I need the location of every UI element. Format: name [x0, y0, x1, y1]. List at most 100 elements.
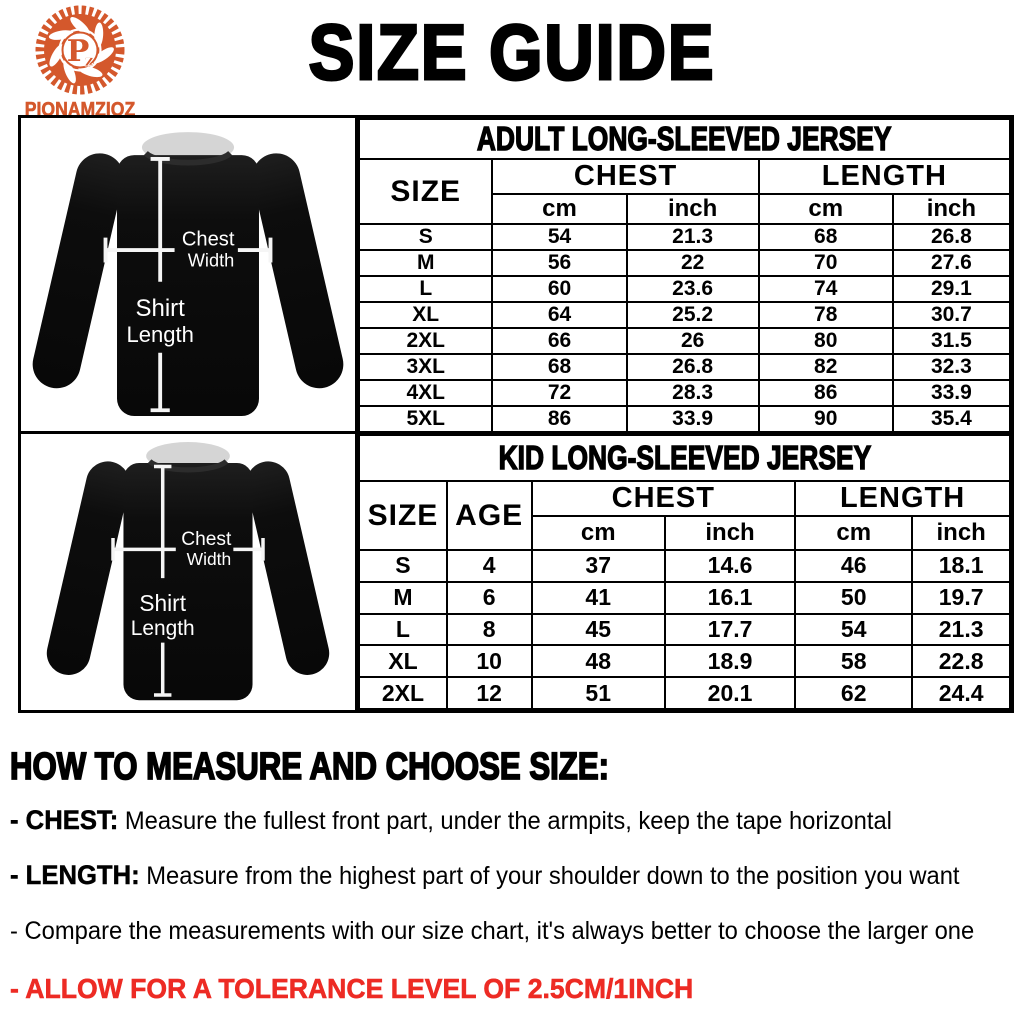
table-cell: 37 [530, 549, 666, 583]
table-row: 4XL 72 28.3 86 33.9 [358, 379, 1011, 407]
left-sleeve [46, 461, 130, 675]
table-cell: 4 [445, 549, 533, 583]
table-cell: M [358, 249, 494, 277]
table-cell: 25.2 [625, 301, 760, 329]
table-cell: 62 [794, 676, 914, 710]
table-cell: 28.3 [625, 379, 760, 407]
unit-header-inch: inch [625, 193, 760, 225]
kid-table-title: KID LONG-SLEEVED JERSEY [358, 434, 1011, 482]
table-cell: 86 [491, 405, 628, 431]
table-row: XL 64 25.2 78 30.7 [358, 301, 1011, 329]
kid-size-table: KID LONG-SLEEVED JERSEY SIZE AGE CHEST L… [358, 434, 1011, 710]
unit-header-inch: inch [911, 515, 1011, 551]
table-cell: 45 [530, 612, 666, 647]
table-cell: 19.7 [911, 580, 1011, 615]
unit-header-cm: cm [757, 193, 894, 225]
table-cell: 54 [491, 223, 628, 251]
table-cell: S [358, 223, 494, 251]
adult-section: Chest Width Shirt Length ADULT LONG-SLEE… [21, 118, 1011, 431]
table-row: L 60 23.6 74 29.1 [358, 275, 1011, 303]
table-row: L 8 45 17.7 54 21.3 [358, 612, 1011, 647]
table-cell: 12 [445, 676, 533, 710]
measurement-annotations: Chest Width Shirt Length [103, 156, 273, 412]
right-sleeve [252, 152, 344, 388]
page-title: SIZE GUIDE [307, 8, 716, 96]
kid-jersey-diagram: Chest Width Shirt Length [46, 442, 330, 701]
table-cell: L [358, 275, 494, 303]
table-cell: 86 [757, 379, 894, 407]
table-cell: 82 [757, 353, 894, 381]
gear-teeth [35, 5, 125, 95]
table-cell: 27.6 [891, 249, 1011, 277]
table-cell: 6 [445, 580, 533, 615]
table-row: XL 10 48 18.9 58 22.8 [358, 644, 1011, 679]
table-cell: 20.1 [663, 676, 797, 710]
table-cell: 10 [445, 644, 533, 679]
table-cell: 74 [757, 275, 894, 303]
table-cell: M [358, 580, 448, 615]
table-row: S 54 21.3 68 26.8 [358, 223, 1011, 251]
unit-header-inch: inch [663, 515, 797, 551]
table-cell: 50 [794, 580, 914, 615]
table-cell: 3XL [358, 353, 494, 381]
table-cell: 21.3 [625, 223, 760, 251]
table-cell: 21.3 [911, 612, 1011, 647]
measurement-annotations: Chest Width Shirt Length [111, 464, 265, 697]
table-cell: 30.7 [891, 301, 1011, 329]
neck-opening [141, 131, 235, 163]
left-sleeve [32, 152, 124, 388]
table-cell: 14.6 [663, 549, 797, 583]
table-cell: L [358, 612, 448, 647]
shirt-length-label: Shirt [139, 590, 186, 616]
table-cell: 8 [445, 612, 533, 647]
table-cell: 56 [491, 249, 628, 277]
table-cell: 78 [757, 301, 894, 329]
kid-section: Chest Width Shirt Length KID LONG-SLEEVE… [21, 431, 1011, 710]
table-row: M 56 22 70 27.6 [358, 249, 1011, 277]
adult-table-cell: ADULT LONG-SLEEVED JERSEY SIZE CHEST LEN… [358, 118, 1011, 431]
monogram-letter-p: P [67, 34, 90, 69]
table-cell: 16.1 [663, 580, 797, 615]
table-row: M 6 41 16.1 50 19.7 [358, 580, 1011, 615]
unit-header-cm: cm [491, 193, 628, 225]
table-row: 2XL 66 26 80 31.5 [358, 327, 1011, 355]
adult-size-table: ADULT LONG-SLEEVED JERSEY SIZE CHEST LEN… [358, 118, 1011, 431]
column-header-length: LENGTH [794, 480, 1011, 517]
unit-header-cm: cm [794, 515, 914, 551]
column-header-age: AGE [445, 480, 533, 551]
unit-header-inch: inch [891, 193, 1011, 225]
kid-table-cell: KID LONG-SLEEVED JERSEY SIZE AGE CHEST L… [358, 434, 1011, 710]
table-cell: 48 [530, 644, 666, 679]
table-cell: 68 [757, 223, 894, 251]
torso [123, 462, 253, 701]
table-cell: 18.9 [663, 644, 797, 679]
table-cell: 70 [757, 249, 894, 277]
table-cell: 17.7 [663, 612, 797, 647]
column-header-size: SIZE [358, 158, 494, 225]
table-cell: 29.1 [891, 275, 1011, 303]
column-header-chest: CHEST [491, 158, 760, 195]
table-cell: 2XL [358, 327, 494, 355]
table-cell: 72 [491, 379, 628, 407]
adult-table-title: ADULT LONG-SLEEVED JERSEY [358, 118, 1011, 160]
svg-text:Width: Width [188, 250, 235, 270]
table-row: S 4 37 14.6 46 18.1 [358, 549, 1011, 583]
table-cell: 5XL [358, 405, 494, 431]
bullet-length: - LENGTH: Measure from the highest part … [10, 860, 960, 891]
table-cell: 26.8 [891, 223, 1011, 251]
table-cell: XL [358, 301, 494, 329]
table-row: 3XL 68 26.8 82 32.3 [358, 353, 1011, 381]
right-sleeve [246, 461, 330, 675]
column-header-chest: CHEST [530, 480, 797, 517]
table-cell: 23.6 [625, 275, 760, 303]
table-cell: 54 [794, 612, 914, 647]
how-to-title: HOW TO MEASURE AND CHOOSE SIZE: [9, 745, 609, 789]
table-cell: 26.8 [625, 353, 760, 381]
table-cell: 60 [491, 275, 628, 303]
table-cell: 80 [757, 327, 894, 355]
table-cell: 31.5 [891, 327, 1011, 355]
table-cell: 90 [757, 405, 894, 431]
table-row: 2XL 12 51 20.1 62 24.4 [358, 676, 1011, 710]
svg-text:Width: Width [187, 549, 232, 569]
torso [117, 154, 259, 416]
